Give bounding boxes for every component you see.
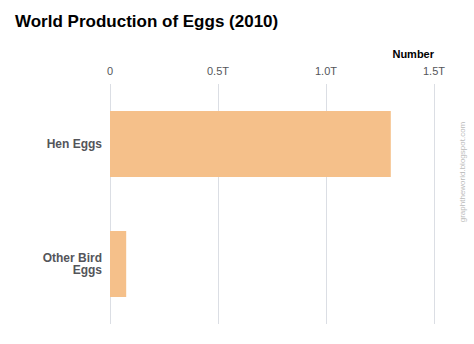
svg-text:Number: Number bbox=[392, 48, 434, 60]
svg-text:0.5T: 0.5T bbox=[207, 65, 229, 77]
svg-text:World Production of Eggs (2010: World Production of Eggs (2010) bbox=[15, 12, 278, 31]
svg-text:Other Bird: Other Bird bbox=[42, 251, 102, 265]
svg-text:graphtheworld.blogspot.com: graphtheworld.blogspot.com bbox=[458, 121, 467, 222]
svg-text:Hen Eggs: Hen Eggs bbox=[47, 137, 103, 151]
svg-text:0: 0 bbox=[107, 65, 113, 77]
svg-text:1.0T: 1.0T bbox=[315, 65, 337, 77]
svg-text:Eggs: Eggs bbox=[73, 263, 103, 277]
svg-text:1.5T: 1.5T bbox=[423, 65, 445, 77]
